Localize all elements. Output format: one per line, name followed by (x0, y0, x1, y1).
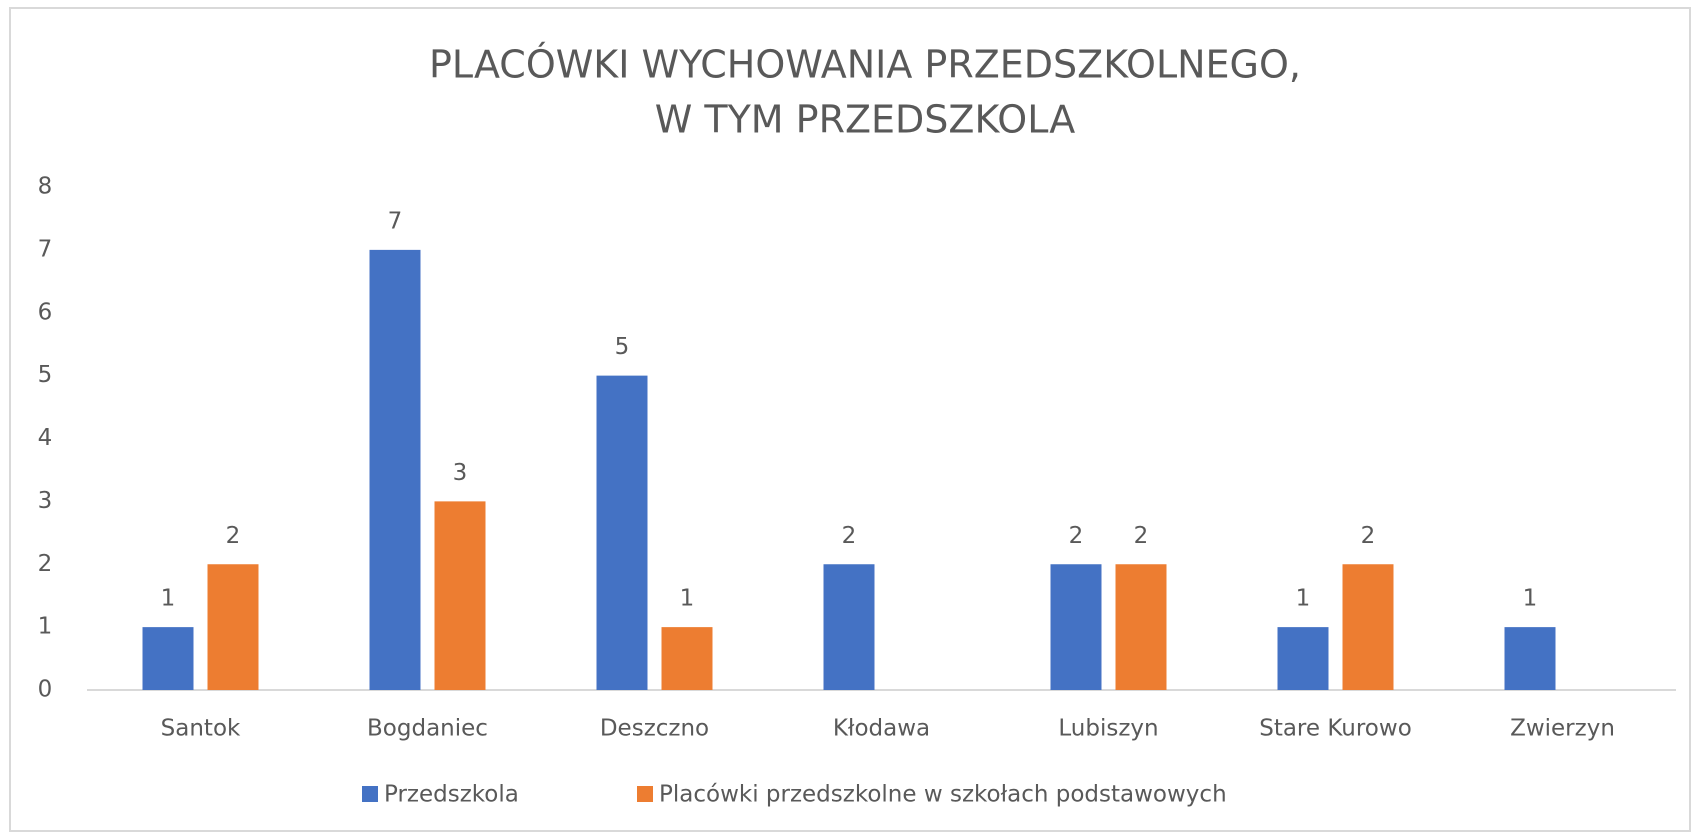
legend-swatch (637, 786, 653, 802)
y-tick-label: 1 (38, 614, 53, 640)
data-label: 2 (842, 523, 857, 549)
data-label: 7 (388, 208, 403, 234)
y-tick-label: 6 (38, 299, 53, 325)
y-tick-label: 5 (38, 362, 53, 388)
data-label: 5 (615, 334, 630, 360)
bar (1504, 627, 1556, 690)
bar (434, 501, 486, 690)
y-tick-label: 0 (38, 677, 53, 703)
y-tick-label: 3 (38, 488, 53, 514)
legend-label: Przedszkola (384, 782, 519, 808)
y-tick-label: 4 (38, 425, 53, 451)
bar (1277, 627, 1329, 690)
bar (207, 564, 259, 690)
bar (596, 375, 648, 690)
y-tick-label: 8 (38, 174, 53, 200)
data-label: 3 (453, 460, 468, 486)
y-tick-label: 7 (38, 236, 53, 262)
data-label: 1 (1523, 586, 1538, 612)
x-tick-label: Bogdaniec (367, 716, 488, 742)
x-tick-label: Lubiszyn (1058, 716, 1158, 742)
x-tick-label: Zwierzyn (1510, 716, 1615, 742)
data-label: 1 (1296, 586, 1311, 612)
data-label: 1 (161, 586, 176, 612)
legend-swatch (362, 786, 378, 802)
bar (1342, 564, 1394, 690)
x-tick-label: Stare Kurowo (1259, 716, 1412, 742)
bar (661, 627, 713, 690)
chart-title: W TYM PRZEDSZKOLA (655, 98, 1076, 142)
x-tick-label: Deszczno (600, 716, 709, 742)
bar (1050, 564, 1102, 690)
chart-title: PLACÓWKI WYCHOWANIA PRZEDSZKOLNEGO, (429, 43, 1301, 87)
bar (823, 564, 875, 690)
data-label: 1 (680, 586, 695, 612)
chart-frame (9, 7, 1691, 832)
data-label: 2 (1361, 523, 1376, 549)
data-label: 2 (1134, 523, 1149, 549)
bar (1115, 564, 1167, 690)
y-tick-label: 2 (38, 551, 53, 577)
bar (369, 249, 421, 690)
data-label: 2 (1069, 523, 1084, 549)
x-tick-label: Santok (161, 716, 241, 742)
bar (142, 627, 194, 690)
data-label: 2 (226, 523, 241, 549)
legend-label: Placówki przedszkolne w szkołach podstaw… (659, 782, 1227, 808)
x-tick-label: Kłodawa (833, 716, 930, 742)
